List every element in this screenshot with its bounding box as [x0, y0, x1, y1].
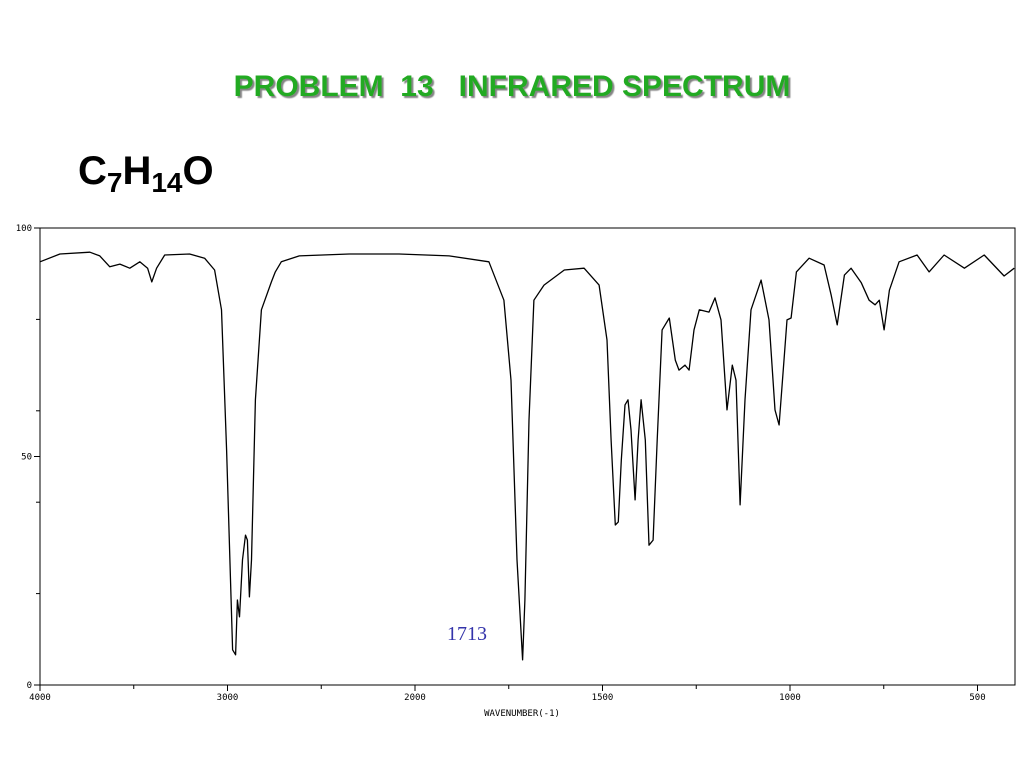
x-tick-label: 1500 — [592, 693, 614, 703]
x-tick-label: 1000 — [779, 693, 801, 703]
plot-frame — [39, 227, 1016, 686]
x-tick-label: 3000 — [217, 693, 239, 703]
x-tick-label: 500 — [969, 693, 985, 703]
y-tick-label: 50 — [21, 453, 32, 463]
annotation: 1713 — [447, 623, 487, 645]
x-tick-label: 2000 — [404, 693, 426, 703]
x-tick-label: 4000 — [29, 693, 51, 703]
y-tick-label: 0 — [27, 681, 32, 691]
formula: C7H14O — [78, 149, 214, 198]
y-tick-label: 100 — [16, 224, 32, 234]
x-axis-label: WAVENUMBER(-1) — [484, 709, 560, 719]
spectrum-line — [39, 251, 1015, 661]
title: PROBLEM 13 INFRARED SPECTRUM — [234, 70, 791, 103]
